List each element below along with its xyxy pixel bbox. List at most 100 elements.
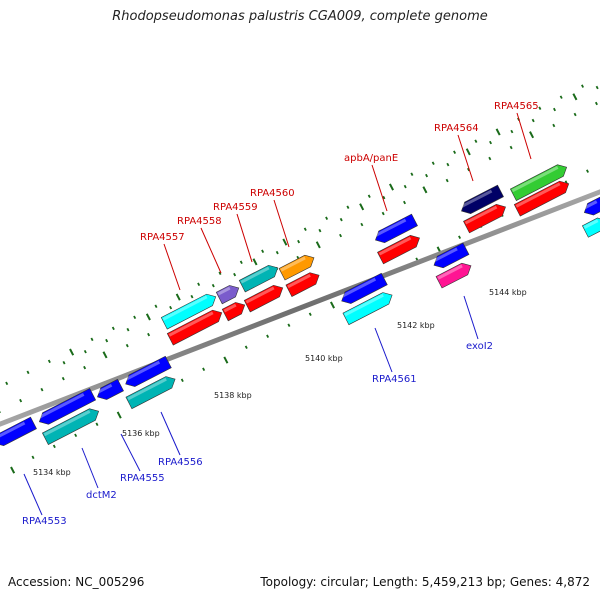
feature-layer (0, 164, 600, 446)
scale-tick (26, 370, 30, 375)
gene-leader-line (374, 327, 393, 373)
feature-arrow (95, 378, 124, 400)
feature-arrow (340, 272, 388, 304)
scale-tick (223, 356, 229, 364)
scale-tick (197, 282, 201, 287)
scale-tick (586, 169, 589, 173)
scale-tick (116, 411, 122, 419)
gene-label: RPA4555 (120, 473, 165, 484)
gene-label: RPA4560 (250, 188, 295, 199)
scale-tick (147, 332, 151, 337)
scale-tick (261, 249, 265, 254)
scale-label-layer: 5134 kbp 5136 kbp 5138 kbp 5140 kbp 5142 kbp… (33, 288, 527, 477)
scale-tick (467, 167, 470, 172)
scale-tick (287, 323, 291, 327)
scale-tick (202, 367, 206, 372)
scale-tick (74, 433, 78, 438)
feature-arrow (41, 408, 100, 445)
feature-arrow (124, 355, 172, 387)
scale-tick (510, 129, 514, 134)
feature-arrow (166, 309, 223, 346)
scale-tick (315, 241, 321, 249)
scale-tick-label: 5134 kbp (33, 468, 71, 477)
scale-tick (69, 348, 75, 356)
scale-tick (83, 349, 87, 354)
scale-tick (125, 343, 129, 348)
gene-label: RPA4559 (213, 202, 258, 213)
scale-tick (595, 85, 599, 90)
scale-tick-label: 5136 kbp (122, 429, 160, 438)
gene-label: RPA4557 (140, 232, 185, 243)
gene-leader-line (200, 227, 222, 274)
gene-leader-line (120, 433, 141, 472)
feature-arrow (285, 272, 320, 297)
scale-tick-label: 5138 kbp (214, 391, 252, 400)
scale-tick (282, 238, 288, 246)
scale-tick (175, 293, 181, 301)
scale-tick (453, 150, 457, 154)
backbone-layer (0, 189, 600, 427)
gene-label: dctM2 (86, 490, 117, 501)
gene-leader-line (23, 473, 43, 516)
scale-tick (61, 376, 65, 381)
scale-tick (359, 203, 365, 211)
scale-tick (339, 217, 343, 222)
feature-arrow (509, 164, 568, 201)
gene-leader-line (273, 199, 290, 248)
feature-arrow (432, 242, 470, 269)
scale-tick (330, 301, 335, 309)
feature-arrow (243, 284, 284, 313)
feature-arrow (373, 213, 418, 243)
scale-tick (111, 326, 115, 331)
scale-tick (303, 227, 307, 232)
scale-tick (594, 101, 598, 106)
gene-leader-line (163, 243, 181, 291)
feature-arrow (582, 195, 600, 216)
scale-tick (445, 178, 449, 183)
accession-label: Accession: NC_005296 (8, 575, 145, 589)
scale-tick (488, 156, 492, 161)
scale-tick-label: 5142 kbp (397, 321, 435, 330)
scale-tick (83, 365, 87, 370)
gene-leader-line (457, 134, 474, 182)
feature-arrow (435, 262, 472, 289)
gene-label: RPA4553 (22, 516, 67, 527)
scale-tick (252, 258, 258, 266)
scale-tick (95, 422, 99, 427)
scale-tick (458, 235, 462, 239)
feature-arrow (513, 180, 570, 217)
scale-tick (180, 378, 184, 383)
scale-tick (339, 233, 343, 238)
feature-arrow (160, 293, 217, 330)
scale-tick (40, 387, 44, 392)
scale-tick (389, 183, 394, 191)
scale-tick (318, 228, 322, 233)
scale-tick (529, 131, 535, 139)
scale-tick (538, 106, 542, 110)
gene-label: RPA4565 (494, 101, 539, 112)
scale-tick (360, 222, 364, 227)
scale-tick (154, 304, 158, 309)
feature-arrow (377, 235, 420, 265)
scale-tick (573, 112, 577, 117)
scale-tick (297, 239, 301, 244)
scale-tick (105, 338, 109, 343)
scale-tick (403, 200, 407, 205)
scale-tick (211, 283, 215, 288)
scale-tick (553, 107, 557, 112)
genome-backbone (0, 189, 600, 427)
scale-tick (218, 271, 222, 276)
scale-tick (559, 95, 563, 99)
scale-tick (422, 186, 428, 194)
scale-tick (47, 359, 51, 364)
feature-arrow (0, 416, 37, 446)
feature-arrow (238, 264, 279, 293)
scale-tick (233, 272, 237, 277)
scale-tick (31, 455, 35, 460)
scale-tick (325, 216, 329, 221)
scale-tick (552, 123, 556, 128)
gene-leader-line (236, 213, 253, 263)
scale-tick (403, 184, 407, 189)
